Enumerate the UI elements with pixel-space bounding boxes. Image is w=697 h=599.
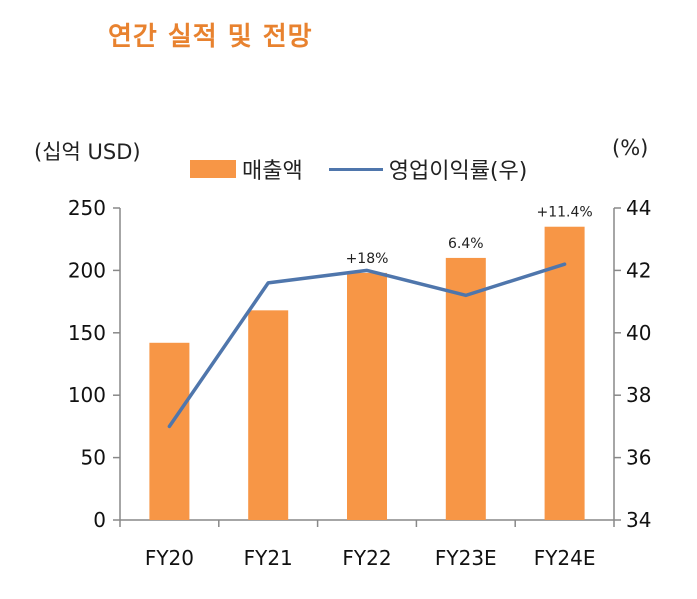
left-tick-label: 250 — [68, 196, 106, 220]
x-tick-label: FY24E — [534, 546, 596, 570]
data-labels: +18% 6.4% +11.4% — [346, 205, 593, 267]
legend: 매출액 영업이익률(우) — [190, 153, 527, 185]
legend-line-swatch — [328, 167, 383, 171]
growth-label: +18% — [346, 251, 389, 267]
chart-title: 연간 실적 및 전망 — [108, 22, 313, 52]
growth-label: +11.4% — [536, 205, 592, 221]
x-tick-label: FY23E — [435, 546, 497, 570]
left-axis-unit: (십억 USD) — [34, 140, 141, 164]
x-tick-label: FY20 — [145, 546, 194, 570]
revenue-bar — [544, 226, 585, 520]
margin-line-path — [167, 262, 567, 429]
growth-label: 6.4% — [448, 236, 484, 252]
legend-label-revenue: 매출액 — [242, 159, 303, 184]
x-tick-label: FY21 — [244, 546, 293, 570]
revenue-bar — [347, 272, 387, 520]
left-tick-label: 0 — [93, 508, 106, 532]
right-tick-label: 40 — [626, 321, 651, 345]
left-tick-label: 50 — [81, 446, 106, 470]
revenue-bar — [149, 342, 190, 520]
x-tick-label: FY22 — [342, 546, 391, 570]
right-tick-label: 34 — [626, 508, 651, 532]
bars — [149, 226, 585, 520]
margin-line — [167, 262, 567, 429]
right-axis-unit: (%) — [612, 136, 649, 160]
left-tick-label: 200 — [68, 258, 106, 282]
revenue-bar — [445, 257, 486, 520]
right-tick-label: 42 — [626, 258, 651, 282]
axes: 0 50 100 150 200 250 34 36 38 40 42 44 FY20 FY21 FY22 F… — [68, 196, 652, 570]
right-tick-label: 44 — [626, 196, 651, 220]
revenue-bar — [248, 310, 289, 520]
right-tick-label: 36 — [626, 446, 651, 470]
legend-bar-swatch — [190, 160, 236, 178]
legend-label-margin: 영업이익률(우) — [388, 159, 528, 184]
left-tick-label: 100 — [68, 383, 106, 407]
right-tick-label: 38 — [626, 383, 651, 407]
left-tick-label: 150 — [68, 321, 106, 345]
